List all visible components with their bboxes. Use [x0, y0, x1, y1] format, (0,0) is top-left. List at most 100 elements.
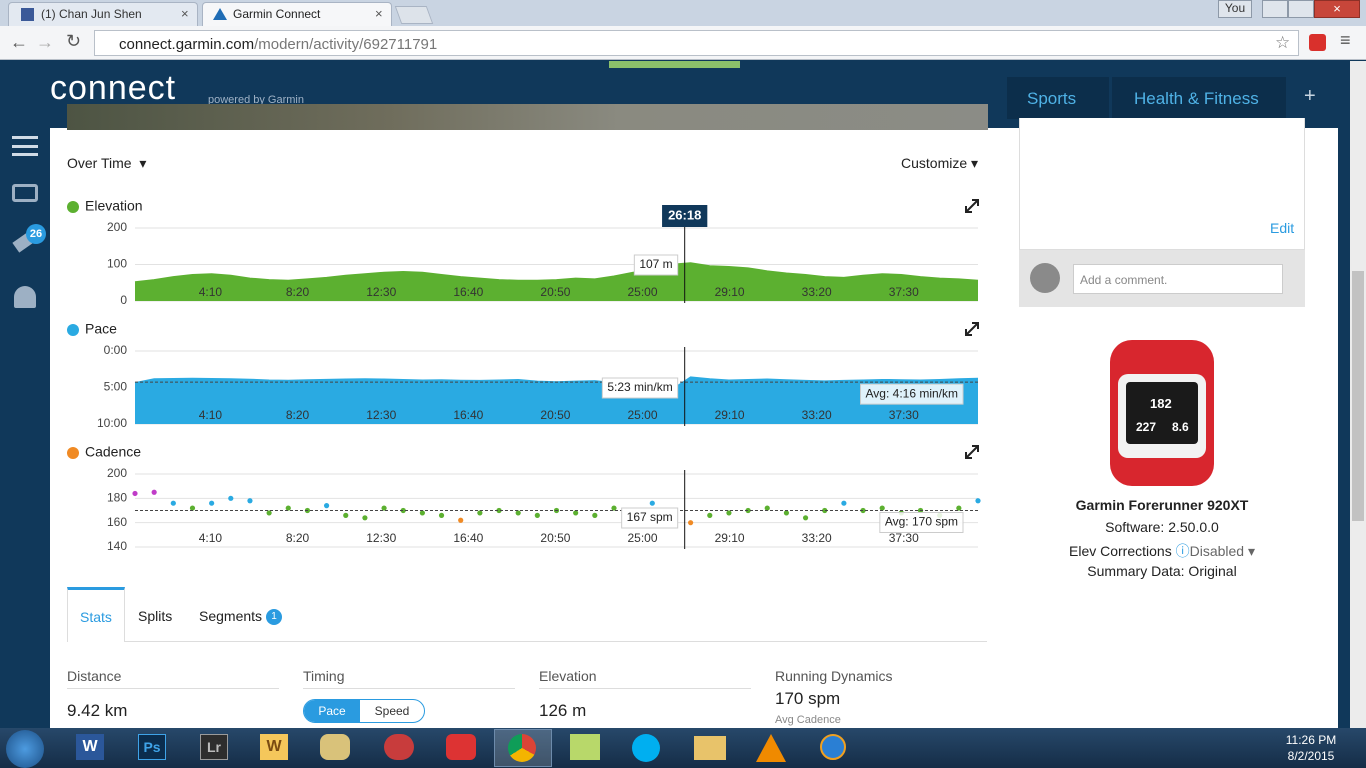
bookmark-star[interactable]: ☆ — [1275, 33, 1291, 52]
tab[interactable]: (1) Chan Jun Shen × — [8, 2, 198, 26]
taskbar-app[interactable] — [756, 734, 786, 762]
minimize[interactable] — [1262, 0, 1288, 18]
device-software: Software: 2.50.0.0 — [1105, 519, 1219, 535]
reload-button[interactable]: ↻ — [66, 31, 82, 51]
rule — [67, 688, 279, 689]
toggle-option[interactable]: Speed — [374, 704, 410, 718]
x-tick-label: 4:10 — [199, 408, 223, 422]
taskbar-app[interactable] — [384, 734, 414, 760]
profile-icon[interactable] — [14, 286, 36, 308]
y-tick-label: 140 — [107, 539, 127, 553]
forward-button[interactable]: → — [36, 32, 54, 52]
expand-icon[interactable] — [965, 199, 979, 213]
taskbar: W Ps Lr W 11:26 PM 8/2/2015 — [0, 728, 1366, 768]
logo[interactable]: connect — [50, 69, 177, 107]
start-button[interactable] — [6, 730, 44, 768]
segments-badge: 1 — [266, 609, 282, 625]
taskbar-app[interactable] — [570, 734, 600, 760]
taskbar-app[interactable] — [632, 734, 660, 762]
tab-label: Stats — [80, 609, 112, 625]
view-label: Over Time — [67, 155, 132, 171]
screen-value: 227 — [1136, 420, 1157, 434]
extension-icon[interactable] — [1309, 34, 1326, 51]
taskbar-app-active[interactable] — [494, 729, 552, 767]
clock-time[interactable]: 11:26 PM — [1285, 733, 1337, 747]
tagline: powered by Garmin — [208, 94, 304, 106]
point — [822, 507, 828, 514]
y-tick-label: 10:00 — [97, 416, 127, 430]
point — [592, 512, 598, 518]
x-tick-label: 33:20 — [802, 408, 832, 422]
taskbar-app[interactable]: Lr — [200, 734, 228, 760]
expand-icon[interactable] — [965, 322, 979, 336]
avg-label: Avg: 170 spm — [885, 515, 958, 529]
scrollbar[interactable] — [1350, 61, 1366, 728]
menu-icon[interactable] — [12, 136, 38, 156]
nav-item[interactable]: Sports — [1007, 77, 1109, 119]
tooltip: 167 spm — [627, 510, 673, 524]
tab-close[interactable]: × — [375, 6, 383, 21]
point — [228, 495, 234, 501]
legend-dot — [67, 201, 79, 213]
tooltip-box — [621, 507, 679, 529]
tab-active[interactable]: Garmin Connect × — [202, 2, 392, 26]
expand-icon[interactable] — [965, 445, 979, 459]
profile-button[interactable]: You — [1218, 0, 1252, 18]
y-tick-label: 0 — [120, 293, 127, 307]
taskbar-app[interactable]: W — [76, 734, 104, 760]
stats-tab[interactable]: Stats — [67, 587, 125, 642]
tab-close[interactable]: × — [181, 6, 189, 21]
y-tick-label: 200 — [107, 466, 127, 480]
x-tick-label: 12:30 — [366, 408, 396, 422]
omnibox[interactable]: connect.garmin.com/modern/activity/69271… — [94, 30, 1299, 56]
tab-title: (1) Chan Jun Shen — [41, 7, 142, 21]
maximize[interactable] — [1288, 0, 1314, 18]
inbox-icon[interactable] — [12, 184, 38, 202]
taskbar-app[interactable] — [446, 734, 476, 760]
taskbar-app[interactable] — [694, 736, 726, 760]
placeholder: Add a comment. — [1080, 273, 1168, 287]
point — [362, 515, 368, 521]
x-tick-label: 25:00 — [627, 408, 657, 422]
tooltip: 107 m — [639, 257, 672, 271]
chart-title: Pace — [85, 321, 117, 337]
menu-button[interactable]: ≡ — [1340, 30, 1351, 50]
taskbar-app[interactable]: Ps — [138, 734, 166, 760]
clock-date[interactable]: 8/2/2015 — [1287, 749, 1335, 763]
elev-value[interactable]: Disabled — [1189, 543, 1245, 559]
point — [534, 512, 540, 518]
close[interactable]: × — [1314, 0, 1360, 18]
x-tick-label: 33:20 — [802, 285, 832, 299]
point — [151, 489, 157, 495]
customize-menu[interactable]: Customize ▾ — [901, 155, 979, 171]
timing-toggle: Pace Speed — [303, 699, 425, 723]
point — [323, 503, 330, 509]
toolbar: ← → ↻ connect.garmin.com/modern/activity… — [0, 26, 1366, 60]
scroll-thumb[interactable] — [1352, 271, 1364, 521]
segments-tab[interactable]: Segments — [199, 608, 263, 624]
point — [649, 500, 655, 506]
add-button[interactable]: + — [1304, 85, 1316, 107]
nav-item[interactable]: Health & Fitness — [1112, 77, 1286, 119]
screen-value: 182 — [1150, 396, 1172, 411]
point — [438, 512, 445, 518]
back-button[interactable]: ← — [10, 32, 28, 52]
point — [956, 505, 962, 511]
point — [688, 520, 694, 526]
taskbar-app[interactable] — [320, 734, 350, 760]
comment-input[interactable]: Add a comment. — [1073, 264, 1283, 294]
taskbar-app[interactable]: W — [260, 734, 288, 760]
edit-link[interactable]: Edit — [1270, 220, 1295, 236]
charts: Elevation 0 100 200 4:10 8:20 12:30 16:40 20:50 2… — [67, 198, 981, 553]
legend-dot — [67, 324, 79, 336]
nav-label: Sports — [1027, 89, 1077, 108]
point — [764, 505, 770, 511]
point — [745, 507, 751, 514]
x-tick-label: 20:50 — [540, 408, 570, 422]
taskbar-app[interactable] — [820, 734, 846, 760]
tooltip: 5:23 min/km — [607, 380, 672, 394]
view-select[interactable]: Over Time ▾ — [67, 155, 147, 171]
toggle-option[interactable]: Pace — [304, 700, 360, 722]
splits-tab[interactable]: Splits — [138, 608, 173, 624]
stat-sublabel: Avg Cadence — [775, 714, 841, 726]
